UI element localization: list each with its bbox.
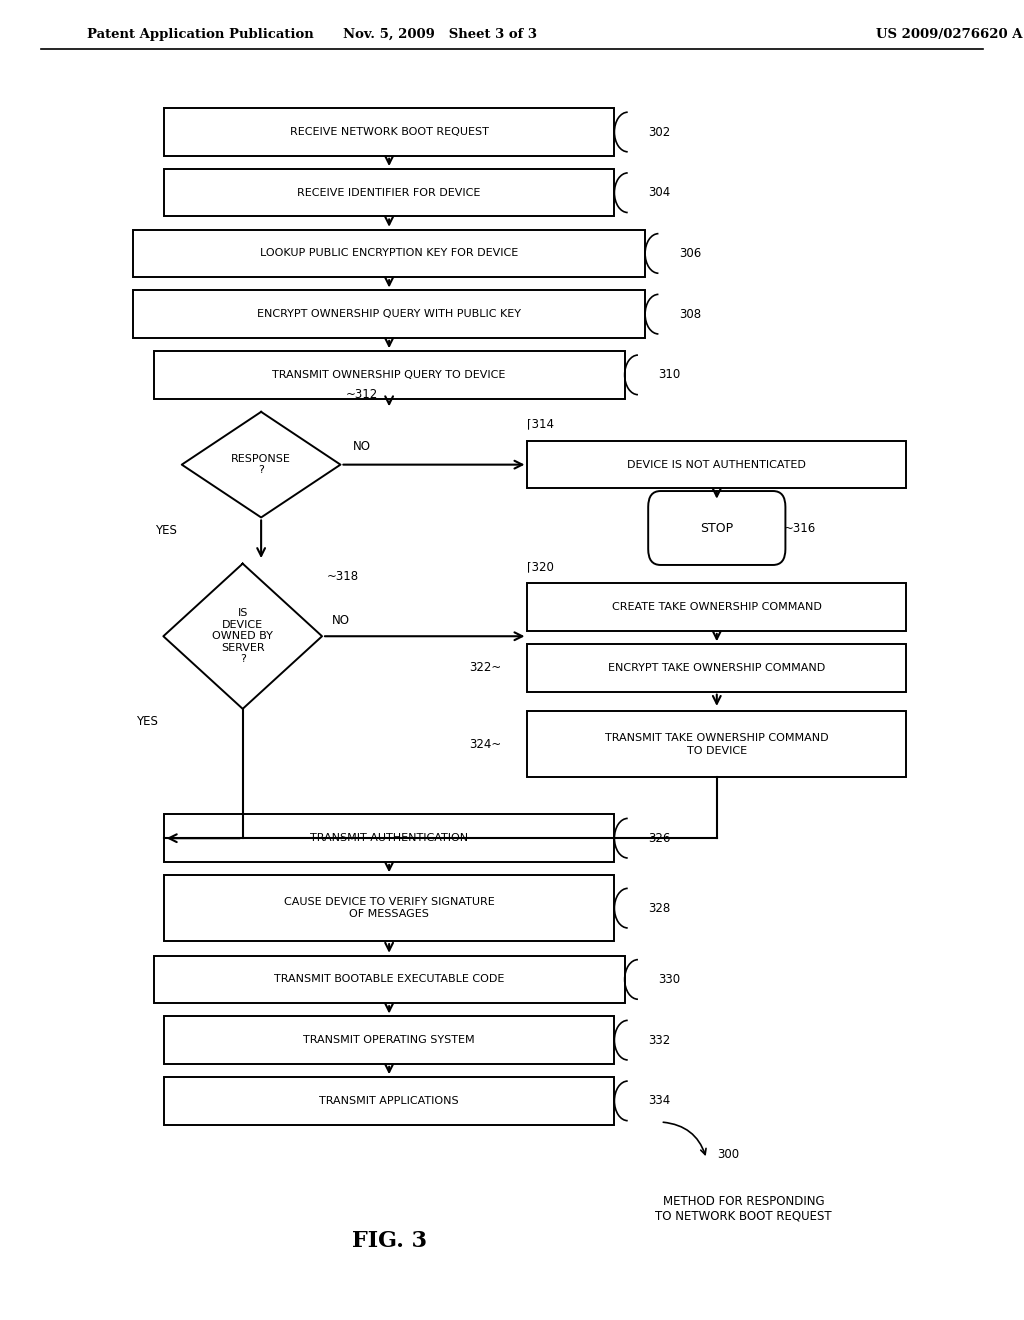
Text: TRANSMIT TAKE OWNERSHIP COMMAND
TO DEVICE: TRANSMIT TAKE OWNERSHIP COMMAND TO DEVIC… <box>605 734 828 755</box>
Text: 308: 308 <box>679 308 701 321</box>
FancyBboxPatch shape <box>154 351 625 399</box>
Text: LOOKUP PUBLIC ENCRYPTION KEY FOR DEVICE: LOOKUP PUBLIC ENCRYPTION KEY FOR DEVICE <box>260 248 518 259</box>
Text: NO: NO <box>352 440 371 453</box>
Text: 328: 328 <box>648 902 671 915</box>
Text: YES: YES <box>155 524 176 537</box>
Polygon shape <box>163 564 322 709</box>
Text: 302: 302 <box>648 125 671 139</box>
FancyBboxPatch shape <box>164 875 614 941</box>
FancyBboxPatch shape <box>164 169 614 216</box>
FancyBboxPatch shape <box>164 108 614 156</box>
Text: RESPONSE
?: RESPONSE ? <box>231 454 291 475</box>
Text: Nov. 5, 2009   Sheet 3 of 3: Nov. 5, 2009 Sheet 3 of 3 <box>343 28 538 41</box>
FancyBboxPatch shape <box>164 814 614 862</box>
Text: RECEIVE NETWORK BOOT REQUEST: RECEIVE NETWORK BOOT REQUEST <box>290 127 488 137</box>
Text: ⌈314: ⌈314 <box>527 417 554 430</box>
Text: RECEIVE IDENTIFIER FOR DEVICE: RECEIVE IDENTIFIER FOR DEVICE <box>297 187 481 198</box>
FancyBboxPatch shape <box>527 441 906 488</box>
Text: TRANSMIT OPERATING SYSTEM: TRANSMIT OPERATING SYSTEM <box>303 1035 475 1045</box>
Text: FIG. 3: FIG. 3 <box>351 1230 427 1251</box>
Text: CAUSE DEVICE TO VERIFY SIGNATURE
OF MESSAGES: CAUSE DEVICE TO VERIFY SIGNATURE OF MESS… <box>284 898 495 919</box>
Text: 326: 326 <box>648 832 671 845</box>
Text: 304: 304 <box>648 186 671 199</box>
Text: YES: YES <box>136 715 158 729</box>
Text: 306: 306 <box>679 247 701 260</box>
Text: 300: 300 <box>717 1148 739 1162</box>
Text: TRANSMIT BOOTABLE EXECUTABLE CODE: TRANSMIT BOOTABLE EXECUTABLE CODE <box>274 974 504 985</box>
Text: 332: 332 <box>648 1034 671 1047</box>
Text: ENCRYPT OWNERSHIP QUERY WITH PUBLIC KEY: ENCRYPT OWNERSHIP QUERY WITH PUBLIC KEY <box>257 309 521 319</box>
FancyBboxPatch shape <box>164 1077 614 1125</box>
Polygon shape <box>182 412 340 517</box>
Text: ~318: ~318 <box>328 570 359 583</box>
FancyBboxPatch shape <box>648 491 785 565</box>
Text: STOP: STOP <box>700 521 733 535</box>
FancyBboxPatch shape <box>527 711 906 777</box>
Text: 334: 334 <box>648 1094 671 1107</box>
FancyBboxPatch shape <box>527 644 906 692</box>
Text: TRANSMIT AUTHENTICATION: TRANSMIT AUTHENTICATION <box>310 833 468 843</box>
Text: 324~: 324~ <box>470 738 502 751</box>
Text: ⌈320: ⌈320 <box>527 560 554 573</box>
FancyBboxPatch shape <box>154 956 625 1003</box>
Text: CREATE TAKE OWNERSHIP COMMAND: CREATE TAKE OWNERSHIP COMMAND <box>612 602 821 612</box>
Text: ENCRYPT TAKE OWNERSHIP COMMAND: ENCRYPT TAKE OWNERSHIP COMMAND <box>608 663 825 673</box>
Text: 310: 310 <box>658 368 681 381</box>
Text: IS
DEVICE
OWNED BY
SERVER
?: IS DEVICE OWNED BY SERVER ? <box>212 609 273 664</box>
Text: 322~: 322~ <box>470 661 502 675</box>
Text: Patent Application Publication: Patent Application Publication <box>87 28 313 41</box>
Text: NO: NO <box>332 614 350 627</box>
Text: DEVICE IS NOT AUTHENTICATED: DEVICE IS NOT AUTHENTICATED <box>628 459 806 470</box>
FancyBboxPatch shape <box>133 230 645 277</box>
FancyBboxPatch shape <box>527 583 906 631</box>
Text: TRANSMIT APPLICATIONS: TRANSMIT APPLICATIONS <box>319 1096 459 1106</box>
Text: 330: 330 <box>658 973 681 986</box>
Text: ~316: ~316 <box>783 521 815 535</box>
Text: US 2009/0276620 A1: US 2009/0276620 A1 <box>876 28 1024 41</box>
Text: ~312: ~312 <box>346 388 378 401</box>
FancyBboxPatch shape <box>164 1016 614 1064</box>
Text: TRANSMIT OWNERSHIP QUERY TO DEVICE: TRANSMIT OWNERSHIP QUERY TO DEVICE <box>272 370 506 380</box>
Text: METHOD FOR RESPONDING
TO NETWORK BOOT REQUEST: METHOD FOR RESPONDING TO NETWORK BOOT RE… <box>655 1195 831 1222</box>
FancyBboxPatch shape <box>133 290 645 338</box>
